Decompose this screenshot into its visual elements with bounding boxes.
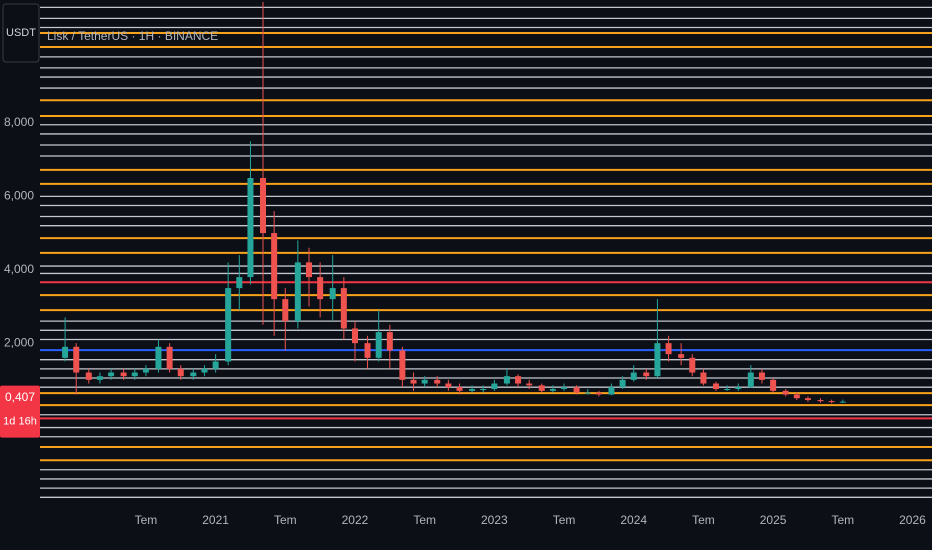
currency-box[interactable] — [2, 3, 40, 63]
last-price-label: 0,407 — [5, 390, 35, 404]
y-tick-label: 2,000 — [4, 335, 34, 349]
candle-body — [828, 401, 835, 403]
candle-body — [700, 372, 707, 384]
chart-title: Lisk / TetherUS · 1H · BINANCE — [47, 29, 218, 43]
candle-body — [177, 368, 184, 377]
candle-body — [515, 376, 522, 384]
candle-body — [260, 177, 266, 234]
x-tick-label: 2026 — [899, 513, 926, 527]
countdown: 1d 16h — [3, 416, 37, 428]
x-tick-label: Tem — [413, 513, 436, 527]
candle-body — [689, 357, 696, 373]
candle-body — [735, 387, 742, 390]
candle-body — [573, 387, 580, 393]
candle-body — [678, 354, 685, 358]
candle-body — [62, 346, 69, 358]
candle-body — [839, 401, 846, 403]
candle-body — [386, 332, 393, 351]
x-tick-label: Tem — [135, 513, 158, 527]
x-tick-label: 2025 — [760, 513, 787, 527]
x-tick-label: Tem — [692, 513, 715, 527]
axes: 2,000 4,000 6,000 8,000 Tem 2021 Tem 2022 Tem 202… — [0, 115, 926, 527]
candle-body — [619, 379, 626, 388]
candle-body — [643, 372, 650, 377]
candle-body — [712, 383, 719, 390]
candle-body — [364, 343, 371, 358]
candle-body — [166, 346, 173, 369]
candle-body — [96, 376, 103, 380]
candle-body — [73, 346, 80, 373]
candle-body — [142, 368, 149, 373]
candle-body — [225, 288, 232, 362]
candle-body — [491, 383, 498, 390]
candle-body — [247, 177, 254, 278]
candle-body — [155, 346, 162, 369]
candle-body — [724, 389, 731, 391]
candle-body — [549, 389, 556, 391]
candle-body — [584, 392, 591, 394]
currency[interactable]: USDT — [6, 27, 36, 39]
candle-body — [212, 361, 219, 369]
candle-body — [434, 379, 441, 384]
candle-body — [480, 389, 487, 391]
candle-body — [282, 299, 289, 322]
candle-body — [469, 389, 476, 391]
candle-body — [817, 400, 824, 402]
candle-body — [503, 376, 510, 384]
candle-body — [608, 387, 615, 395]
candle-body — [340, 288, 347, 329]
x-tick-label: 2021 — [202, 513, 229, 527]
candle-body — [201, 368, 208, 373]
x-tick-label: Tem — [831, 513, 854, 527]
candle-body — [793, 394, 800, 399]
candle-body — [456, 387, 463, 391]
candle-body — [131, 372, 138, 377]
candle-body — [190, 372, 197, 377]
y-tick-label: 6,000 — [4, 189, 34, 203]
candle-body — [317, 277, 324, 300]
candle-body — [85, 372, 92, 380]
x-tick-label: 2022 — [342, 513, 369, 527]
candle-body — [294, 262, 301, 322]
x-tick-label: Tem — [553, 513, 576, 527]
candle-body — [595, 392, 602, 395]
candle-body — [305, 262, 312, 278]
candle-body — [747, 372, 754, 388]
candle-body — [236, 277, 243, 289]
x-tick-label: 2023 — [481, 513, 508, 527]
x-tick-label: Tem — [274, 513, 297, 527]
candle-body — [630, 372, 637, 380]
candle-body — [758, 372, 765, 380]
candle-body — [271, 233, 278, 300]
last-price-box — [0, 385, 40, 438]
candle-body — [561, 387, 568, 390]
candle-body — [654, 343, 661, 377]
candle-body — [351, 328, 358, 344]
candle-body — [770, 379, 777, 391]
candle-body — [526, 383, 533, 386]
candle-body — [665, 343, 672, 355]
candle-body — [538, 385, 545, 391]
candle-body — [108, 372, 115, 377]
candle-body — [445, 383, 452, 388]
levels — [40, 6, 932, 498]
candle-body — [782, 390, 789, 395]
candle-body — [375, 332, 382, 358]
y-tick-label: 8,000 — [4, 115, 34, 129]
candle-body — [329, 288, 336, 300]
candle-body — [410, 379, 417, 384]
candles — [62, 1, 846, 404]
candle-body — [804, 398, 811, 401]
candle-body — [120, 372, 127, 377]
candle-body — [421, 379, 428, 384]
y-tick-label: 4,000 — [4, 262, 34, 276]
x-tick-label: 2024 — [620, 513, 647, 527]
candle-body — [399, 350, 406, 380]
